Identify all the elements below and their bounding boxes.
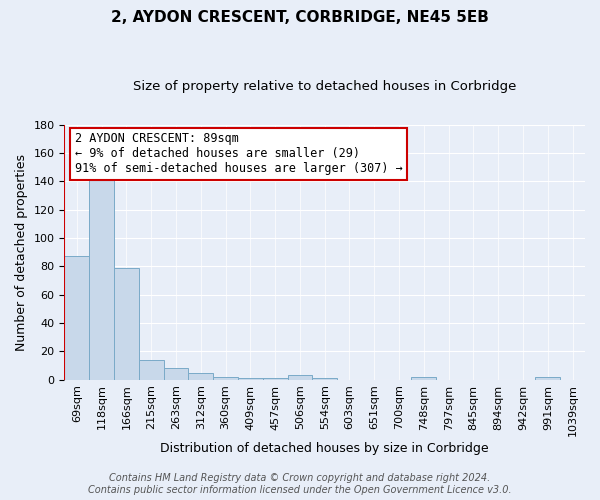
- Bar: [64, 256, 89, 380]
- Bar: [263, 378, 287, 380]
- Bar: [238, 378, 263, 380]
- Bar: [535, 377, 560, 380]
- Bar: [89, 177, 114, 380]
- Bar: [114, 268, 139, 380]
- X-axis label: Distribution of detached houses by size in Corbridge: Distribution of detached houses by size …: [160, 442, 489, 455]
- Bar: [213, 377, 238, 380]
- Bar: [188, 372, 213, 380]
- Bar: [287, 376, 313, 380]
- Text: 2 AYDON CRESCENT: 89sqm
← 9% of detached houses are smaller (29)
91% of semi-det: 2 AYDON CRESCENT: 89sqm ← 9% of detached…: [75, 132, 403, 176]
- Text: Contains HM Land Registry data © Crown copyright and database right 2024.
Contai: Contains HM Land Registry data © Crown c…: [88, 474, 512, 495]
- Bar: [164, 368, 188, 380]
- Title: Size of property relative to detached houses in Corbridge: Size of property relative to detached ho…: [133, 80, 517, 93]
- Bar: [412, 377, 436, 380]
- Bar: [139, 360, 164, 380]
- Text: 2, AYDON CRESCENT, CORBRIDGE, NE45 5EB: 2, AYDON CRESCENT, CORBRIDGE, NE45 5EB: [111, 10, 489, 25]
- Bar: [313, 378, 337, 380]
- Y-axis label: Number of detached properties: Number of detached properties: [15, 154, 28, 350]
